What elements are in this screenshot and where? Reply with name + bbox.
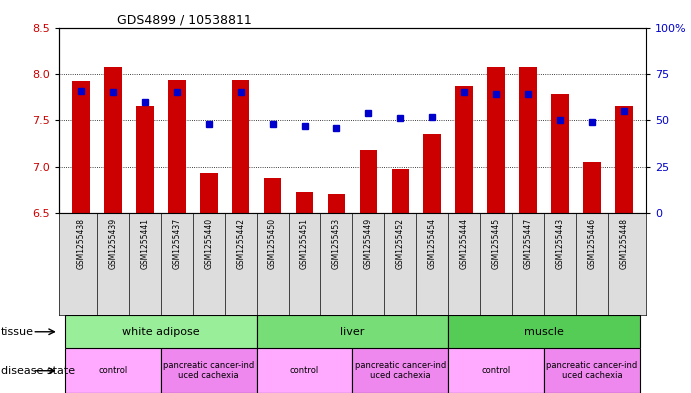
Bar	[551, 94, 569, 213]
Bar	[392, 169, 409, 213]
Text: GSM1255441: GSM1255441	[140, 218, 149, 269]
Text: GSM1255451: GSM1255451	[300, 218, 309, 269]
Text: GSM1255453: GSM1255453	[332, 218, 341, 269]
Text: GSM1255445: GSM1255445	[491, 218, 500, 269]
Bar	[487, 67, 505, 213]
Bar	[352, 349, 448, 393]
Text: white adipose: white adipose	[122, 327, 200, 337]
Text: tissue: tissue	[1, 327, 34, 337]
Bar	[328, 194, 346, 213]
Text: disease state: disease state	[1, 366, 75, 376]
Bar	[296, 192, 313, 213]
Bar	[232, 81, 249, 213]
Text: pancreatic cancer-ind
uced cachexia: pancreatic cancer-ind uced cachexia	[546, 361, 637, 380]
Bar	[583, 162, 600, 213]
Bar	[65, 315, 256, 349]
Bar	[448, 315, 640, 349]
Text: GSM1255449: GSM1255449	[364, 218, 373, 269]
Text: muscle: muscle	[524, 327, 564, 337]
Text: pancreatic cancer-ind
uced cachexia: pancreatic cancer-ind uced cachexia	[354, 361, 446, 380]
Bar	[256, 315, 448, 349]
Bar	[359, 150, 377, 213]
Bar	[264, 178, 281, 213]
Text: control: control	[482, 366, 511, 375]
Bar	[455, 86, 473, 213]
Text: GSM1255442: GSM1255442	[236, 218, 245, 269]
Text: GSM1255439: GSM1255439	[108, 218, 117, 269]
Bar	[136, 107, 153, 213]
Text: liver: liver	[340, 327, 365, 337]
Bar	[168, 81, 186, 213]
Bar	[73, 81, 90, 213]
Bar	[448, 349, 544, 393]
Text: GSM1255450: GSM1255450	[268, 218, 277, 269]
Text: GSM1255438: GSM1255438	[77, 218, 86, 269]
Text: GSM1255443: GSM1255443	[556, 218, 565, 269]
Text: GSM1255448: GSM1255448	[619, 218, 628, 269]
Bar	[65, 349, 161, 393]
Text: GSM1255444: GSM1255444	[460, 218, 468, 269]
Text: GSM1255454: GSM1255454	[428, 218, 437, 269]
Text: GSM1255446: GSM1255446	[587, 218, 596, 269]
Text: GSM1255447: GSM1255447	[524, 218, 533, 269]
Text: pancreatic cancer-ind
uced cachexia: pancreatic cancer-ind uced cachexia	[163, 361, 254, 380]
Bar	[519, 67, 537, 213]
Text: GSM1255452: GSM1255452	[396, 218, 405, 269]
Text: control: control	[98, 366, 128, 375]
Text: GDS4899 / 10538811: GDS4899 / 10538811	[117, 13, 252, 26]
Bar	[544, 349, 640, 393]
Bar	[200, 173, 218, 213]
Text: GSM1255437: GSM1255437	[172, 218, 181, 269]
Bar	[615, 107, 632, 213]
Bar	[424, 134, 441, 213]
Bar	[161, 349, 256, 393]
Bar	[104, 67, 122, 213]
Bar	[256, 349, 352, 393]
Text: control: control	[290, 366, 319, 375]
Text: GSM1255440: GSM1255440	[205, 218, 214, 269]
